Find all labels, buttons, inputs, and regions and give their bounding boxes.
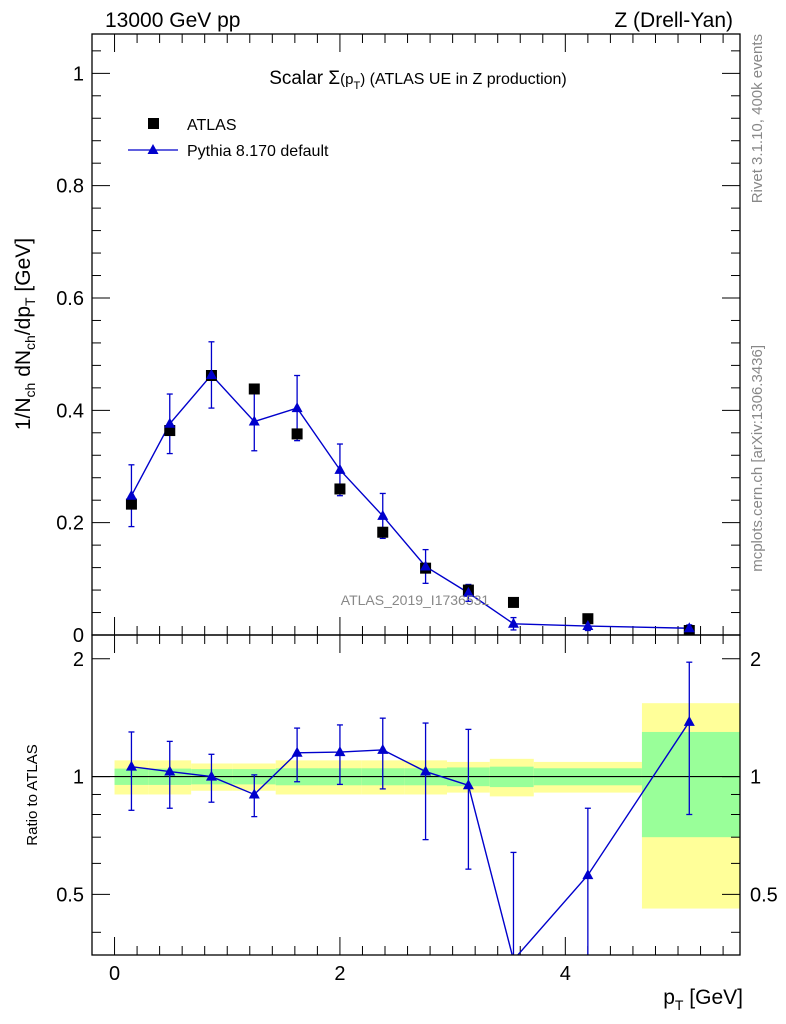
ratio-data-point — [334, 746, 346, 757]
ratio-xtick-label: 4 — [560, 963, 571, 985]
mc-data-point — [291, 402, 303, 413]
main-tick-labels: 0 0.2 0.4 0.6 0.8 1 — [56, 63, 84, 647]
ratio-data-point — [248, 788, 260, 799]
ratio-tick-labels: 0 2 4 0.5 0.5 1 1 2 2 — [56, 649, 778, 985]
ratio-data-layer — [125, 661, 695, 955]
main-ytick-label: 0.8 — [56, 176, 84, 198]
ratio-data-point — [582, 869, 594, 880]
main-ytick-label: 0.6 — [56, 288, 84, 310]
atlas-data-point — [164, 425, 176, 437]
chart-title-close: ) — [360, 71, 365, 88]
main-ytick-label: 0.4 — [56, 400, 84, 422]
mc-data-point — [582, 620, 594, 631]
legend-atlas-label: ATLAS — [187, 117, 237, 134]
ratio-frame — [91, 634, 741, 956]
mc-data-point — [334, 463, 346, 474]
ratio-panel: 0 2 4 0.5 0.5 1 1 2 2 Ratio to ATLAS pT [GeV] — [24, 634, 778, 1013]
atlas-data-point — [248, 383, 260, 395]
legend: ATLAS Pythia 8.170 default — [128, 117, 329, 160]
main-ylabel-p3: /dp — [12, 306, 35, 335]
header-right: Z (Drell-Yan) — [614, 9, 733, 32]
ratio-ylabel: Ratio to ATLAS — [24, 744, 41, 845]
chart-title-sigma: Σ — [328, 68, 340, 89]
ratio-data-point — [125, 760, 137, 771]
legend-atlas-marker — [148, 118, 159, 129]
main-ylabel-p1: 1/N — [12, 397, 35, 430]
main-ylabel-s3: T — [22, 297, 38, 306]
main-ytick-label: 0.2 — [56, 513, 84, 535]
ratio-ytick-label-left: 0.5 — [56, 884, 84, 906]
ratio-ytick-label-right: 2 — [750, 649, 761, 671]
ratio-data-point — [164, 765, 176, 776]
mc-data-point — [683, 622, 695, 633]
ratio-data-point — [683, 715, 695, 726]
chart-title: Scalar Σ(pT) (ATLAS UE in Z production) — [269, 68, 567, 92]
main-ytick-label: 1 — [73, 63, 84, 85]
ratio-data-point — [291, 746, 303, 757]
mc-data-point — [164, 417, 176, 428]
main-ylabel-s2: ch — [22, 335, 38, 350]
chart-title-prefix: Scalar — [269, 68, 328, 89]
x-axis-label: pT [GeV] — [663, 986, 743, 1013]
ratio-bands — [92, 703, 740, 909]
main-panel: 00.20.40.60.81 Scalar Σ(pT) (ATLAS UE in… — [12, 33, 741, 647]
mc-data-point — [248, 415, 260, 426]
mc-data-point — [377, 509, 389, 520]
x-axis-label-main: p — [663, 986, 675, 1009]
ratio-ytick-label-left: 1 — [73, 767, 84, 789]
ratio-ytick-label-left: 2 — [73, 649, 84, 671]
main-ylabel-p4: [GeV] — [12, 238, 35, 298]
atlas-data-point — [291, 428, 303, 440]
main-ylabel-s1: ch — [22, 383, 38, 398]
ratio-xtick-label: 2 — [334, 963, 345, 985]
atlas-data-point — [377, 526, 389, 538]
chart-title-suffix: (ATLAS UE in Z production) — [365, 71, 567, 88]
main-data-layer — [125, 341, 695, 635]
ratio-series-line — [131, 721, 690, 955]
main-ticks — [92, 34, 740, 636]
mc-data-point — [462, 586, 474, 597]
legend-pythia-label: Pythia 8.170 default — [187, 143, 329, 160]
header-left: 13000 GeV pp — [105, 9, 240, 32]
mc-series-line — [130, 373, 690, 629]
atlas-data-point — [507, 596, 519, 608]
chart-title-sub: T — [353, 80, 360, 92]
ratio-data-point — [462, 779, 474, 790]
main-ylabel-p2: dN — [12, 350, 35, 383]
ratio-ytick-label-right: 1 — [750, 767, 761, 789]
ratio-xtick-label: 0 — [109, 963, 120, 985]
x-axis-label-unit: [GeV] — [683, 986, 743, 1009]
ratio-data-point — [420, 765, 432, 776]
watermark: ATLAS_2019_I1736531 — [341, 592, 490, 608]
ratio-data-point — [205, 770, 217, 781]
chart-title-open: (p — [340, 71, 353, 88]
main-ytick-label: 0 — [73, 625, 84, 647]
ratio-data-point — [377, 743, 389, 754]
mc-data-point — [507, 617, 519, 628]
atlas-data-point — [334, 483, 346, 495]
atlas-data-point — [582, 613, 594, 625]
ratio-ytick-label-right: 0.5 — [750, 884, 778, 906]
ratio-band-inner — [641, 731, 740, 838]
mcplots-label: mcplots.cern.ch [arXiv:1306.3436] — [749, 345, 766, 572]
legend-pythia-marker — [147, 144, 159, 154]
atlas-data-point — [125, 498, 137, 510]
ratio-ticks — [92, 635, 740, 955]
mc-data-point — [420, 560, 432, 571]
main-ylabel: 1/Nch dNch/dpT [GeV] — [12, 238, 38, 430]
mc-data-point — [125, 489, 137, 500]
rivet-label: Rivet 3.1.10, 400k events — [749, 34, 766, 203]
x-axis-label-sub: T — [675, 997, 684, 1013]
mc-data-point — [205, 368, 217, 379]
